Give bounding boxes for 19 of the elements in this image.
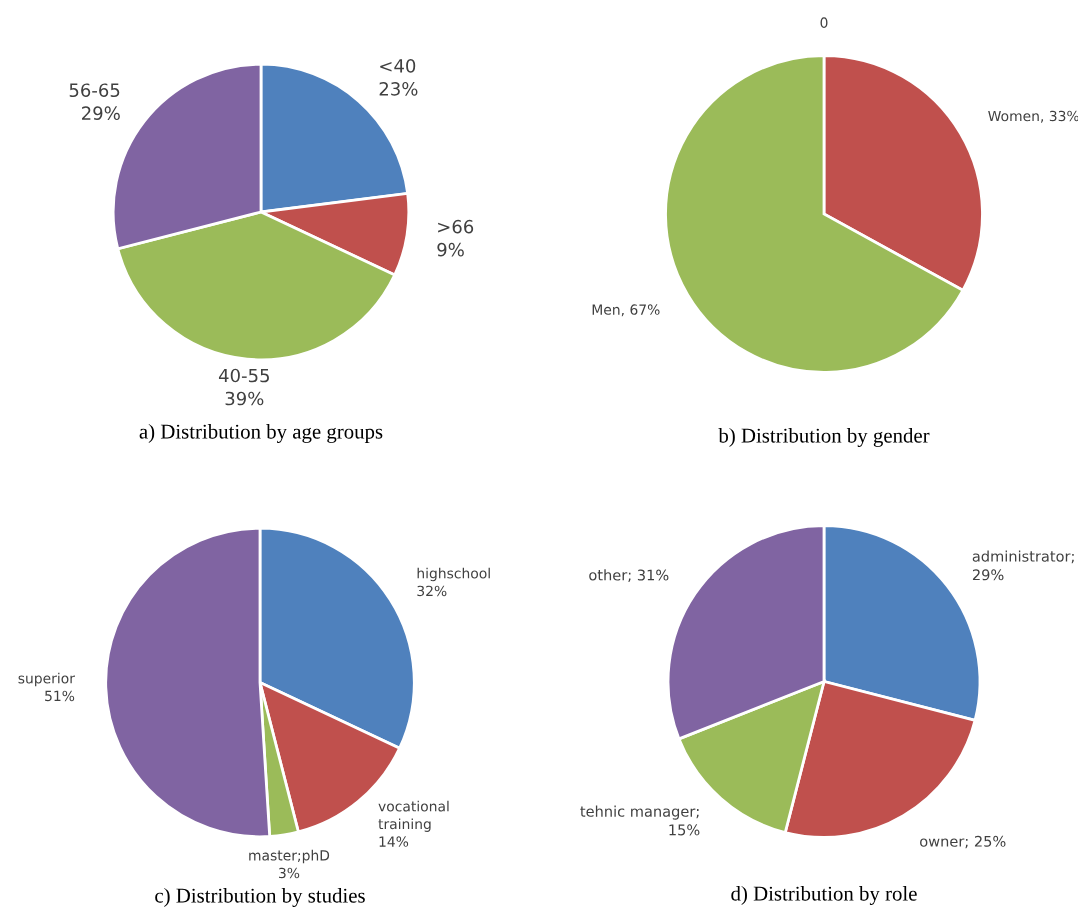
- slice-label: >66 9%: [437, 219, 474, 257]
- text: b) Distribution by gender: [718, 428, 930, 447]
- slice-label: vocational training 14%: [378, 800, 449, 847]
- text: d) Distribution by role: [731, 886, 917, 905]
- slice-label: 40-55 39%: [218, 368, 269, 406]
- slice-label: other; 31%: [589, 569, 669, 583]
- slice-label: Men, 67%: [592, 304, 660, 317]
- slice-label: Women, 33%: [988, 110, 1078, 123]
- slice-label: tehnic manager; 15%: [580, 805, 700, 836]
- slice-label: highschool 32%: [417, 567, 490, 597]
- slice-label: superior 51%: [18, 672, 75, 702]
- slice-label: master;phD 3%: [249, 849, 330, 879]
- text: c) Distribution by studies: [155, 888, 365, 907]
- slice-label: owner; 25%: [920, 835, 1006, 849]
- slice-label: 56-65 29%: [69, 83, 120, 120]
- text: a) Distribution by age groups: [139, 424, 383, 443]
- slice-label: administrator; 29%: [972, 550, 1074, 581]
- slice-label: <40 23%: [379, 59, 418, 96]
- category-label: 0: [820, 17, 828, 28]
